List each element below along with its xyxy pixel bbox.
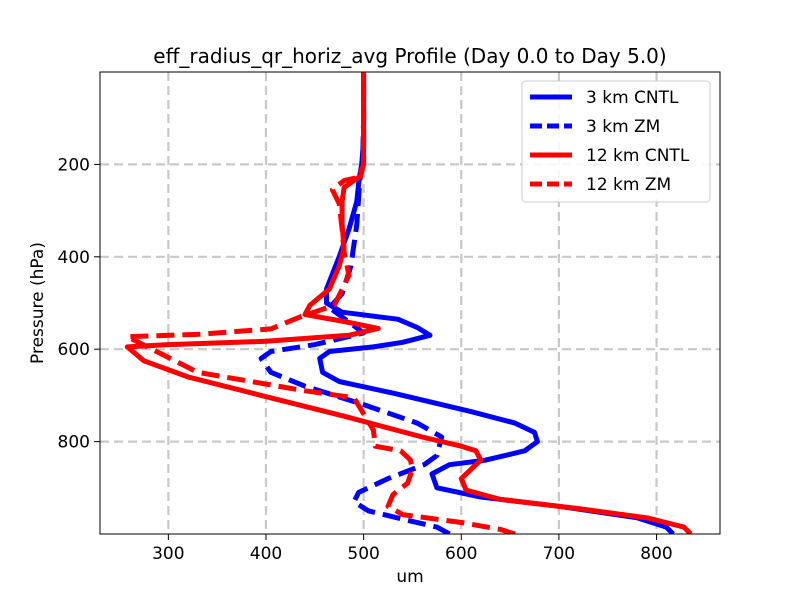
series-line-12-km-cntl <box>124 72 693 534</box>
x-axis-title: um <box>396 567 423 587</box>
y-axis-title: Pressure (hPa) <box>28 242 48 364</box>
legend: 3 km CNTL 3 km ZM 12 km CNTL 12 km ZM <box>521 80 711 203</box>
chart-title: eff_radius_qr_horiz_avg Profile (Day 0.0… <box>153 44 666 68</box>
legend-label-12-km-cntl: 12 km CNTL <box>586 146 690 166</box>
y-tick-label: 600 <box>58 340 90 360</box>
legend-label-3-km-cntl: 3 km CNTL <box>586 88 679 108</box>
axis-ticks: 300 400 500 600 700 800 200 400 600 800 <box>58 155 673 564</box>
y-tick-label: 800 <box>58 433 90 453</box>
plot-frame <box>99 71 721 535</box>
x-tick-label: 300 <box>152 544 184 564</box>
series-layer <box>124 72 693 534</box>
series-line-12-km-zm <box>124 72 516 534</box>
legend-label-3-km-zm: 3 km ZM <box>586 117 660 137</box>
y-tick-label: 200 <box>58 155 90 175</box>
x-tick-label: 600 <box>445 544 477 564</box>
legend-label-12-km-zm: 12 km ZM <box>586 175 671 195</box>
legend-box <box>521 80 711 203</box>
series-line-3-km-cntl <box>317 72 675 534</box>
x-tick-label: 700 <box>543 544 575 564</box>
x-tick-label: 800 <box>640 544 672 564</box>
y-tick-label: 400 <box>58 248 90 268</box>
x-tick-label: 500 <box>347 544 379 564</box>
x-tick-label: 400 <box>250 544 282 564</box>
